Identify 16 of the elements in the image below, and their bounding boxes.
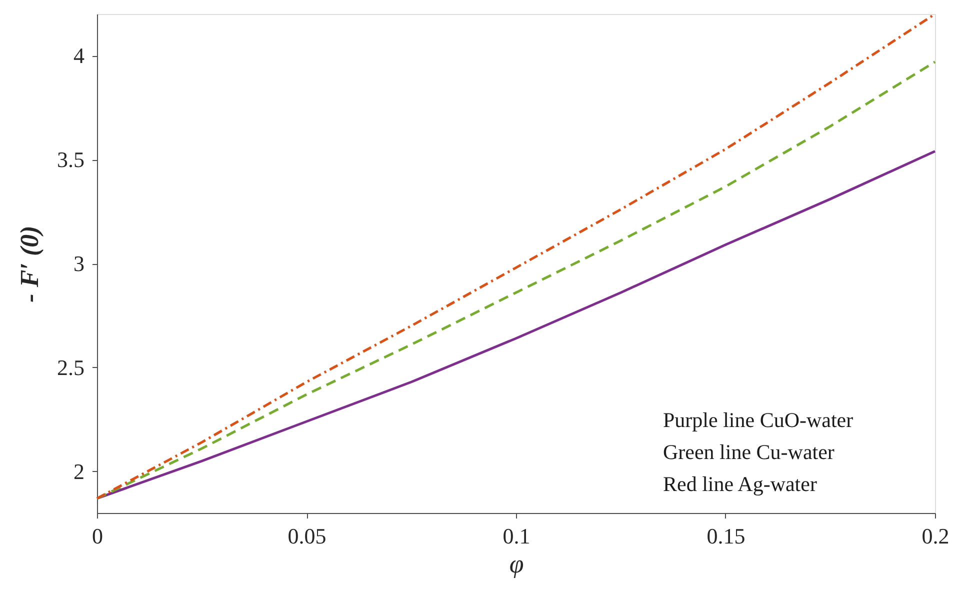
y-tick-label: 2 [74,458,84,484]
x-tick-label: 0 [92,524,103,548]
y-axis-title: - F′ (0) [15,226,44,302]
annotation: Red line Ag-water [663,472,817,496]
y-tick-label: 4 [74,43,84,68]
x-axis-title: φ [509,550,524,578]
x-tick-label: 0.2 [922,524,950,548]
y-tick-label: 3.5 [57,147,84,172]
x-tick-label: 0.05 [288,524,326,548]
x-tick-label: 0.15 [706,524,746,548]
annotation: Green line Cu-water [663,440,834,464]
y-tick-label: 2.5 [57,354,84,380]
y-tick-label: 3 [74,251,84,276]
annotation: Purple line CuO-water [663,408,854,432]
x-tick-label: 0.1 [502,524,530,548]
line-series [96,150,936,500]
